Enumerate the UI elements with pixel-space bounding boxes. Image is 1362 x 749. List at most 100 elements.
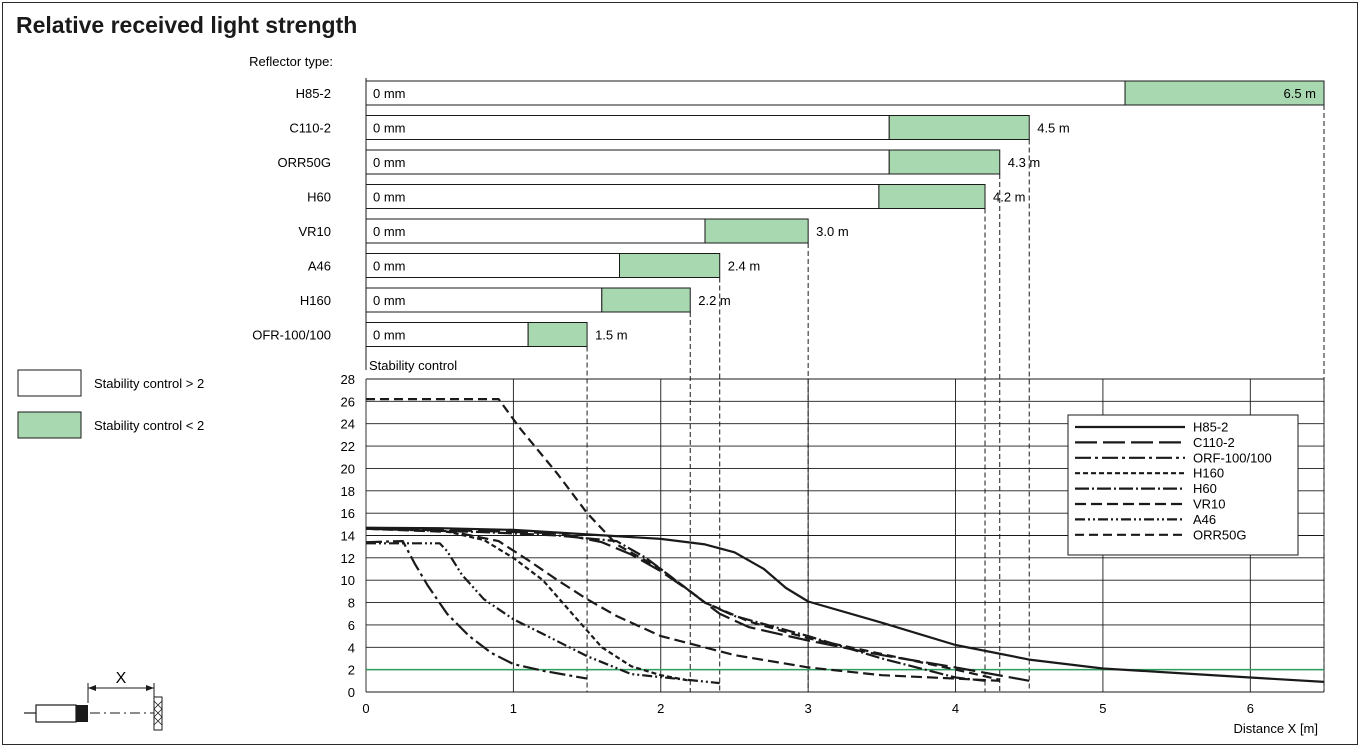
low-stability-segment	[527, 322, 588, 347]
legend-entry-a46: A46	[1193, 512, 1216, 527]
reflector-label: A46	[308, 259, 331, 274]
curve-legend: H85-2C110-2ORF-100/100H160H60VR10A46ORR5…	[1067, 414, 1299, 556]
y-tick-label: 0	[348, 685, 355, 700]
stable-range-segment	[365, 149, 890, 175]
y-tick-label: 6	[348, 618, 355, 633]
range-end-label: 1.5 m	[595, 328, 628, 343]
y-tick-label: 8	[348, 596, 355, 611]
legend-entry-h60: H60	[1193, 481, 1217, 496]
page-title: Relative received light strength	[16, 12, 358, 38]
curve-legend-box	[1067, 414, 1299, 556]
range-end-label: 4.3 m	[1008, 155, 1041, 170]
x-tick-label: 4	[952, 701, 959, 716]
range-start-label: 0 mm	[373, 121, 406, 136]
legend-label-stability-high: Stability control > 2	[94, 376, 204, 391]
x-tick-label: 1	[510, 701, 517, 716]
series-line-c110-2	[365, 527, 1030, 682]
series-line-vr10	[365, 527, 1000, 682]
low-stability-segment	[704, 218, 809, 244]
range-start-label: 0 mm	[373, 190, 406, 205]
range-bar-h60: H60 0 mm 4.2 m	[307, 184, 1026, 692]
range-bar-c110-2: C110-2 0 mm 4.5 m	[289, 115, 1070, 692]
legend-entry-c110-2: C110-2	[1193, 435, 1235, 450]
low-stability-segment	[878, 184, 986, 209]
range-start-label: 0 mm	[373, 328, 406, 343]
stable-range-segment	[365, 322, 529, 347]
x-tick-label: 2	[657, 701, 664, 716]
reflector-type-label: Reflector type:	[249, 54, 333, 69]
y-tick-label: 16	[341, 506, 355, 521]
y-tick-label: 28	[341, 372, 355, 387]
range-start-label: 0 mm	[373, 224, 406, 239]
range-end-label: 3.0 m	[816, 224, 849, 239]
y-tick-label: 2	[348, 663, 355, 678]
low-stability-segment	[1124, 80, 1325, 106]
legend-entry-orf-100-100: ORF-100/100	[1193, 450, 1272, 465]
range-bar-vr10: VR10 0 mm 3.0 m	[298, 218, 849, 692]
range-start-label: 0 mm	[373, 259, 406, 274]
range-end-label: 4.2 m	[993, 190, 1026, 205]
legend-box-stability-low	[17, 411, 82, 439]
low-stability-segment	[619, 253, 721, 278]
distance-x-label: X	[116, 670, 127, 687]
range-end-label: 4.5 m	[1037, 121, 1070, 136]
x-tick-label: 6	[1247, 701, 1254, 716]
legend-entry-orr50g: ORR50G	[1193, 527, 1246, 542]
legend-box-stability-high	[17, 369, 82, 397]
y-tick-label: 24	[341, 417, 355, 432]
range-start-label: 0 mm	[373, 86, 406, 101]
range-end-label: 2.2 m	[698, 293, 731, 308]
y-tick-label: 4	[348, 640, 355, 655]
stable-range-segment	[365, 287, 603, 313]
series-line-orr50g	[366, 398, 1001, 681]
x-tick-label: 3	[805, 701, 812, 716]
stable-range-segment	[365, 253, 621, 278]
reflector-label: OFR-100/100	[252, 328, 331, 343]
reflector-label: H60	[307, 190, 331, 205]
range-bar-ofr-100-100: OFR-100/100 0 mm 1.5 m	[252, 322, 628, 692]
stable-range-segment	[365, 184, 880, 209]
legend-entry-h160: H160	[1193, 466, 1224, 481]
low-stability-segment	[601, 287, 691, 313]
stable-range-segment	[365, 218, 706, 244]
range-bar-h85-2: H85-2 0 mm 6.5 m	[296, 80, 1325, 692]
y-tick-label: 14	[341, 529, 355, 544]
legend-label-stability-low: Stability control < 2	[94, 418, 204, 433]
y-tick-label: 18	[341, 484, 355, 499]
range-start-label: 0 mm	[373, 155, 406, 170]
low-stability-segment	[888, 115, 1030, 140]
range-bar-h160: H160 0 mm 2.2 m	[300, 287, 731, 692]
reflector-label: H85-2	[296, 86, 331, 101]
y-tick-label: 10	[341, 573, 355, 588]
range-bar-orr50g: ORR50G 0 mm 4.3 m	[278, 149, 1041, 692]
series-line-h85-2	[365, 526, 1325, 683]
legend-entry-h85-2: H85-2	[1193, 420, 1228, 435]
legend-entry-vr10: VR10	[1193, 497, 1226, 512]
range-end-label: 6.5 m	[1283, 86, 1316, 101]
range-bar-a46: A46 0 mm 2.4 m	[308, 253, 761, 692]
reflector-label: ORR50G	[278, 155, 331, 170]
stable-range-segment	[365, 80, 1126, 106]
sensor-distance-diagram: X	[24, 670, 163, 731]
reflector-label: C110-2	[289, 121, 331, 136]
y-tick-label: 26	[341, 394, 355, 409]
x-tick-label: 0	[362, 701, 369, 716]
y-tick-label: 12	[341, 551, 355, 566]
low-stability-segment	[888, 149, 1001, 175]
range-end-label: 2.4 m	[728, 259, 761, 274]
curve-series	[365, 398, 1325, 685]
y-tick-label: 22	[341, 439, 355, 454]
series-line-h60	[365, 527, 986, 682]
series-line-a46	[366, 542, 720, 685]
stability-control-label: Stability control	[369, 358, 457, 373]
reflector-label: VR10	[298, 224, 331, 239]
series-line-orf-100-100	[365, 540, 588, 680]
reflector-label: H160	[300, 293, 331, 308]
x-tick-label: 5	[1099, 701, 1106, 716]
range-start-label: 0 mm	[373, 293, 406, 308]
series-line-h160	[365, 527, 691, 682]
x-axis-title: Distance X [m]	[1233, 721, 1318, 736]
stable-range-segment	[365, 115, 890, 140]
